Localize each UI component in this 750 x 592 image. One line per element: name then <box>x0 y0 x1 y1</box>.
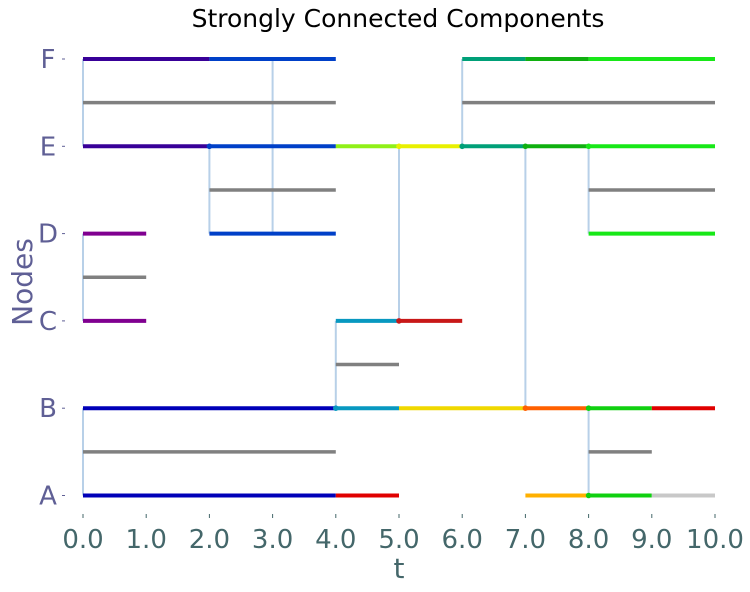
y-tick-label-b: B <box>39 394 57 424</box>
x-tick-label-2: 2.0 <box>189 525 230 555</box>
transition-dot-2 <box>522 405 529 412</box>
transition-dot-7 <box>459 143 466 150</box>
x-tick-label-5: 5.0 <box>378 525 419 555</box>
y-axis-label: Nodes <box>6 238 39 326</box>
x-tick-label-7: 7.0 <box>505 525 546 555</box>
y-tick-label-f: F <box>41 45 56 75</box>
transition-dot-8 <box>522 143 529 150</box>
x-axis: 0.0 1.0 2.0 3.0 4.0 5.0 6.0 7.0 8.0 9.0 10.0 <box>62 514 744 555</box>
transition-dot-9 <box>585 143 592 150</box>
transition-dot-4 <box>396 318 402 324</box>
x-tick-label-4: 4.0 <box>315 525 356 555</box>
component-segments <box>83 57 715 498</box>
transition-dots <box>206 143 592 499</box>
transition-dot-5 <box>206 143 213 150</box>
transition-dot-3 <box>585 405 592 412</box>
y-axis: A B C D E F <box>38 45 65 512</box>
x-tick-label-8: 8.0 <box>568 525 609 555</box>
x-tick-label-3: 3.0 <box>252 525 293 555</box>
x-tick-label-1: 1.0 <box>126 525 167 555</box>
x-tick-label-10: 10.0 <box>686 525 744 555</box>
x-tick-label-6: 6.0 <box>442 525 483 555</box>
chart-title: Strongly Connected Components <box>192 4 605 33</box>
transition-dot-1 <box>333 405 339 412</box>
x-tick-label-9: 9.0 <box>631 525 672 555</box>
y-tick-label-a: A <box>39 482 57 512</box>
x-tick-label-0: 0.0 <box>62 525 103 555</box>
x-axis-label: t <box>394 552 405 585</box>
y-tick-label-e: E <box>40 132 56 162</box>
y-tick-label-d: D <box>38 220 58 250</box>
y-tick-label-c: C <box>39 307 57 337</box>
transition-dot-0 <box>585 492 592 499</box>
connector-lines <box>82 59 590 496</box>
transition-dot-6 <box>396 143 402 150</box>
